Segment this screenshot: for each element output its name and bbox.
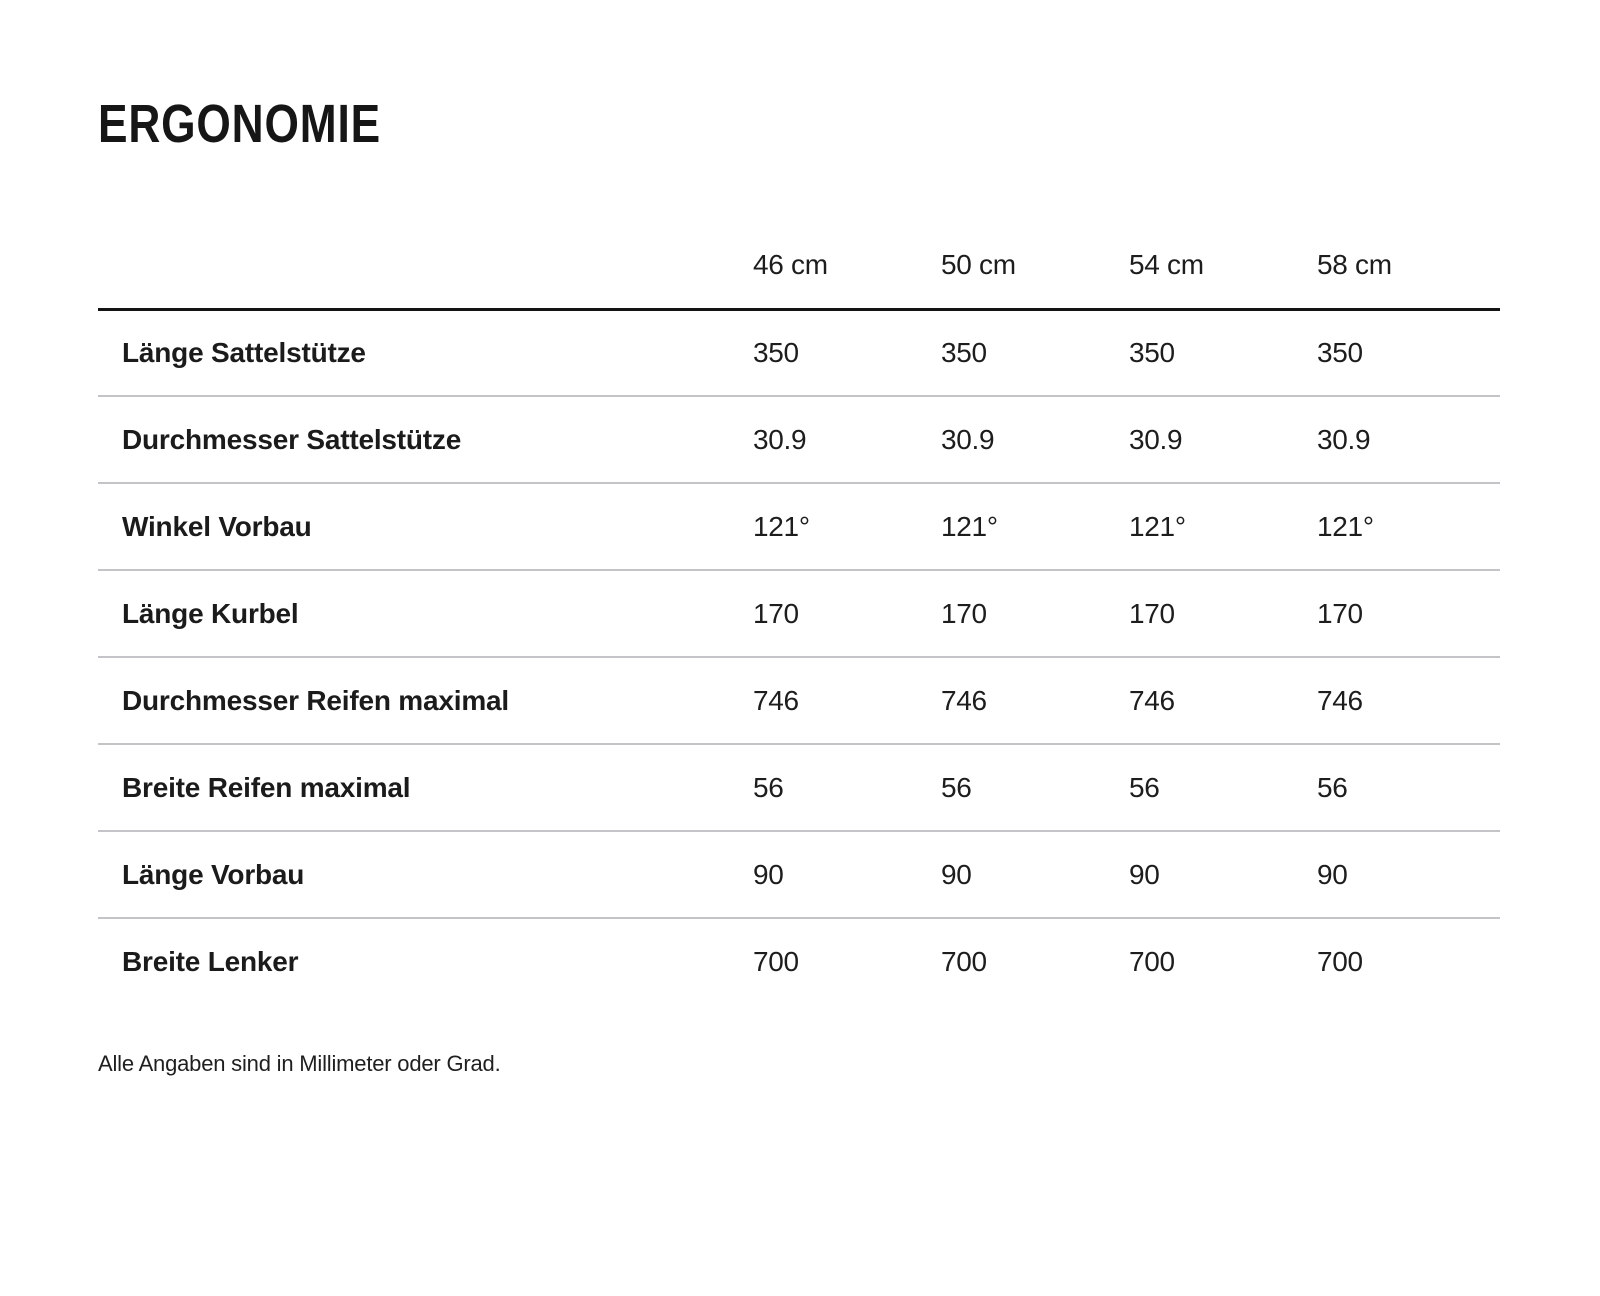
table-row-laenge-vorbau: Länge Vorbau 90 90 90 90 xyxy=(98,831,1500,919)
row-label: Durchmesser Reifen maximal xyxy=(122,684,509,716)
table-header-row: 46 cm 50 cm 54 cm 58 cm xyxy=(98,222,1500,311)
row-label: Länge Kurbel xyxy=(122,597,299,629)
table-cell: 121° xyxy=(753,510,810,542)
row-label: Winkel Vorbau xyxy=(122,510,312,542)
table-cell: 90 xyxy=(1317,858,1348,890)
table-cell: 30.9 xyxy=(753,423,807,455)
table-cell: 56 xyxy=(1317,771,1348,803)
table-cell: 90 xyxy=(753,858,784,890)
table-row-durchmesser-reifen-maximal: Durchmesser Reifen maximal 746 746 746 7… xyxy=(98,657,1500,745)
spec-page: ERGONOMIE 46 cm 50 cm 54 cm 58 cm Länge … xyxy=(0,96,1600,1077)
table-cell: 30.9 xyxy=(1129,423,1183,455)
table-cell: 746 xyxy=(753,684,799,716)
table-cell: 170 xyxy=(1317,597,1363,629)
column-header-50cm: 50 cm xyxy=(941,222,1129,311)
table-row-winkel-vorbau: Winkel Vorbau 121° 121° 121° 121° xyxy=(98,483,1500,571)
table-cell: 121° xyxy=(1129,510,1186,542)
page-title: ERGONOMIE xyxy=(98,94,381,154)
column-header-58cm: 58 cm xyxy=(1317,222,1500,311)
table-cell: 90 xyxy=(1129,858,1160,890)
table-cell: 56 xyxy=(1129,771,1160,803)
table-cell: 90 xyxy=(941,858,972,890)
table-cell: 170 xyxy=(1129,597,1175,629)
table-row-breite-lenker: Breite Lenker 700 700 700 700 xyxy=(98,918,1500,1005)
table-row-durchmesser-sattelstuetze: Durchmesser Sattelstütze 30.9 30.9 30.9 … xyxy=(98,396,1500,484)
table-row-breite-reifen-maximal: Breite Reifen maximal 56 56 56 56 xyxy=(98,744,1500,832)
row-label: Breite Lenker xyxy=(122,946,299,978)
table-cell: 121° xyxy=(941,510,998,542)
table-cell: 700 xyxy=(1317,946,1363,978)
header-spacer-cell xyxy=(98,222,753,311)
table-cell: 350 xyxy=(1317,336,1363,368)
table-cell: 746 xyxy=(1317,684,1363,716)
table-cell: 121° xyxy=(1317,510,1374,542)
table-row-laenge-sattelstuetze: Länge Sattelstütze 350 350 350 350 xyxy=(98,309,1500,397)
table-cell: 170 xyxy=(941,597,987,629)
table-cell: 746 xyxy=(941,684,987,716)
table-cell: 30.9 xyxy=(941,423,995,455)
table-cell: 56 xyxy=(941,771,972,803)
table-cell: 700 xyxy=(753,946,799,978)
row-label: Breite Reifen maximal xyxy=(122,771,411,803)
table-cell: 30.9 xyxy=(1317,423,1371,455)
column-header-54cm: 54 cm xyxy=(1129,222,1317,311)
table-cell: 56 xyxy=(753,771,784,803)
table-cell: 350 xyxy=(753,336,799,368)
table-cell: 350 xyxy=(1129,336,1175,368)
row-label: Länge Vorbau xyxy=(122,858,305,890)
table-cell: 350 xyxy=(941,336,987,368)
column-header-46cm: 46 cm xyxy=(753,222,941,311)
table-cell: 700 xyxy=(941,946,987,978)
table-cell: 170 xyxy=(753,597,799,629)
ergonomics-table: 46 cm 50 cm 54 cm 58 cm Länge Sattelstüt… xyxy=(98,222,1500,1006)
table-cell: 700 xyxy=(1129,946,1175,978)
row-label: Länge Sattelstütze xyxy=(122,336,366,368)
footnote: Alle Angaben sind in Millimeter oder Gra… xyxy=(98,1051,501,1077)
row-label: Durchmesser Sattelstütze xyxy=(122,423,462,455)
table-cell: 746 xyxy=(1129,684,1175,716)
table-row-laenge-kurbel: Länge Kurbel 170 170 170 170 xyxy=(98,570,1500,658)
